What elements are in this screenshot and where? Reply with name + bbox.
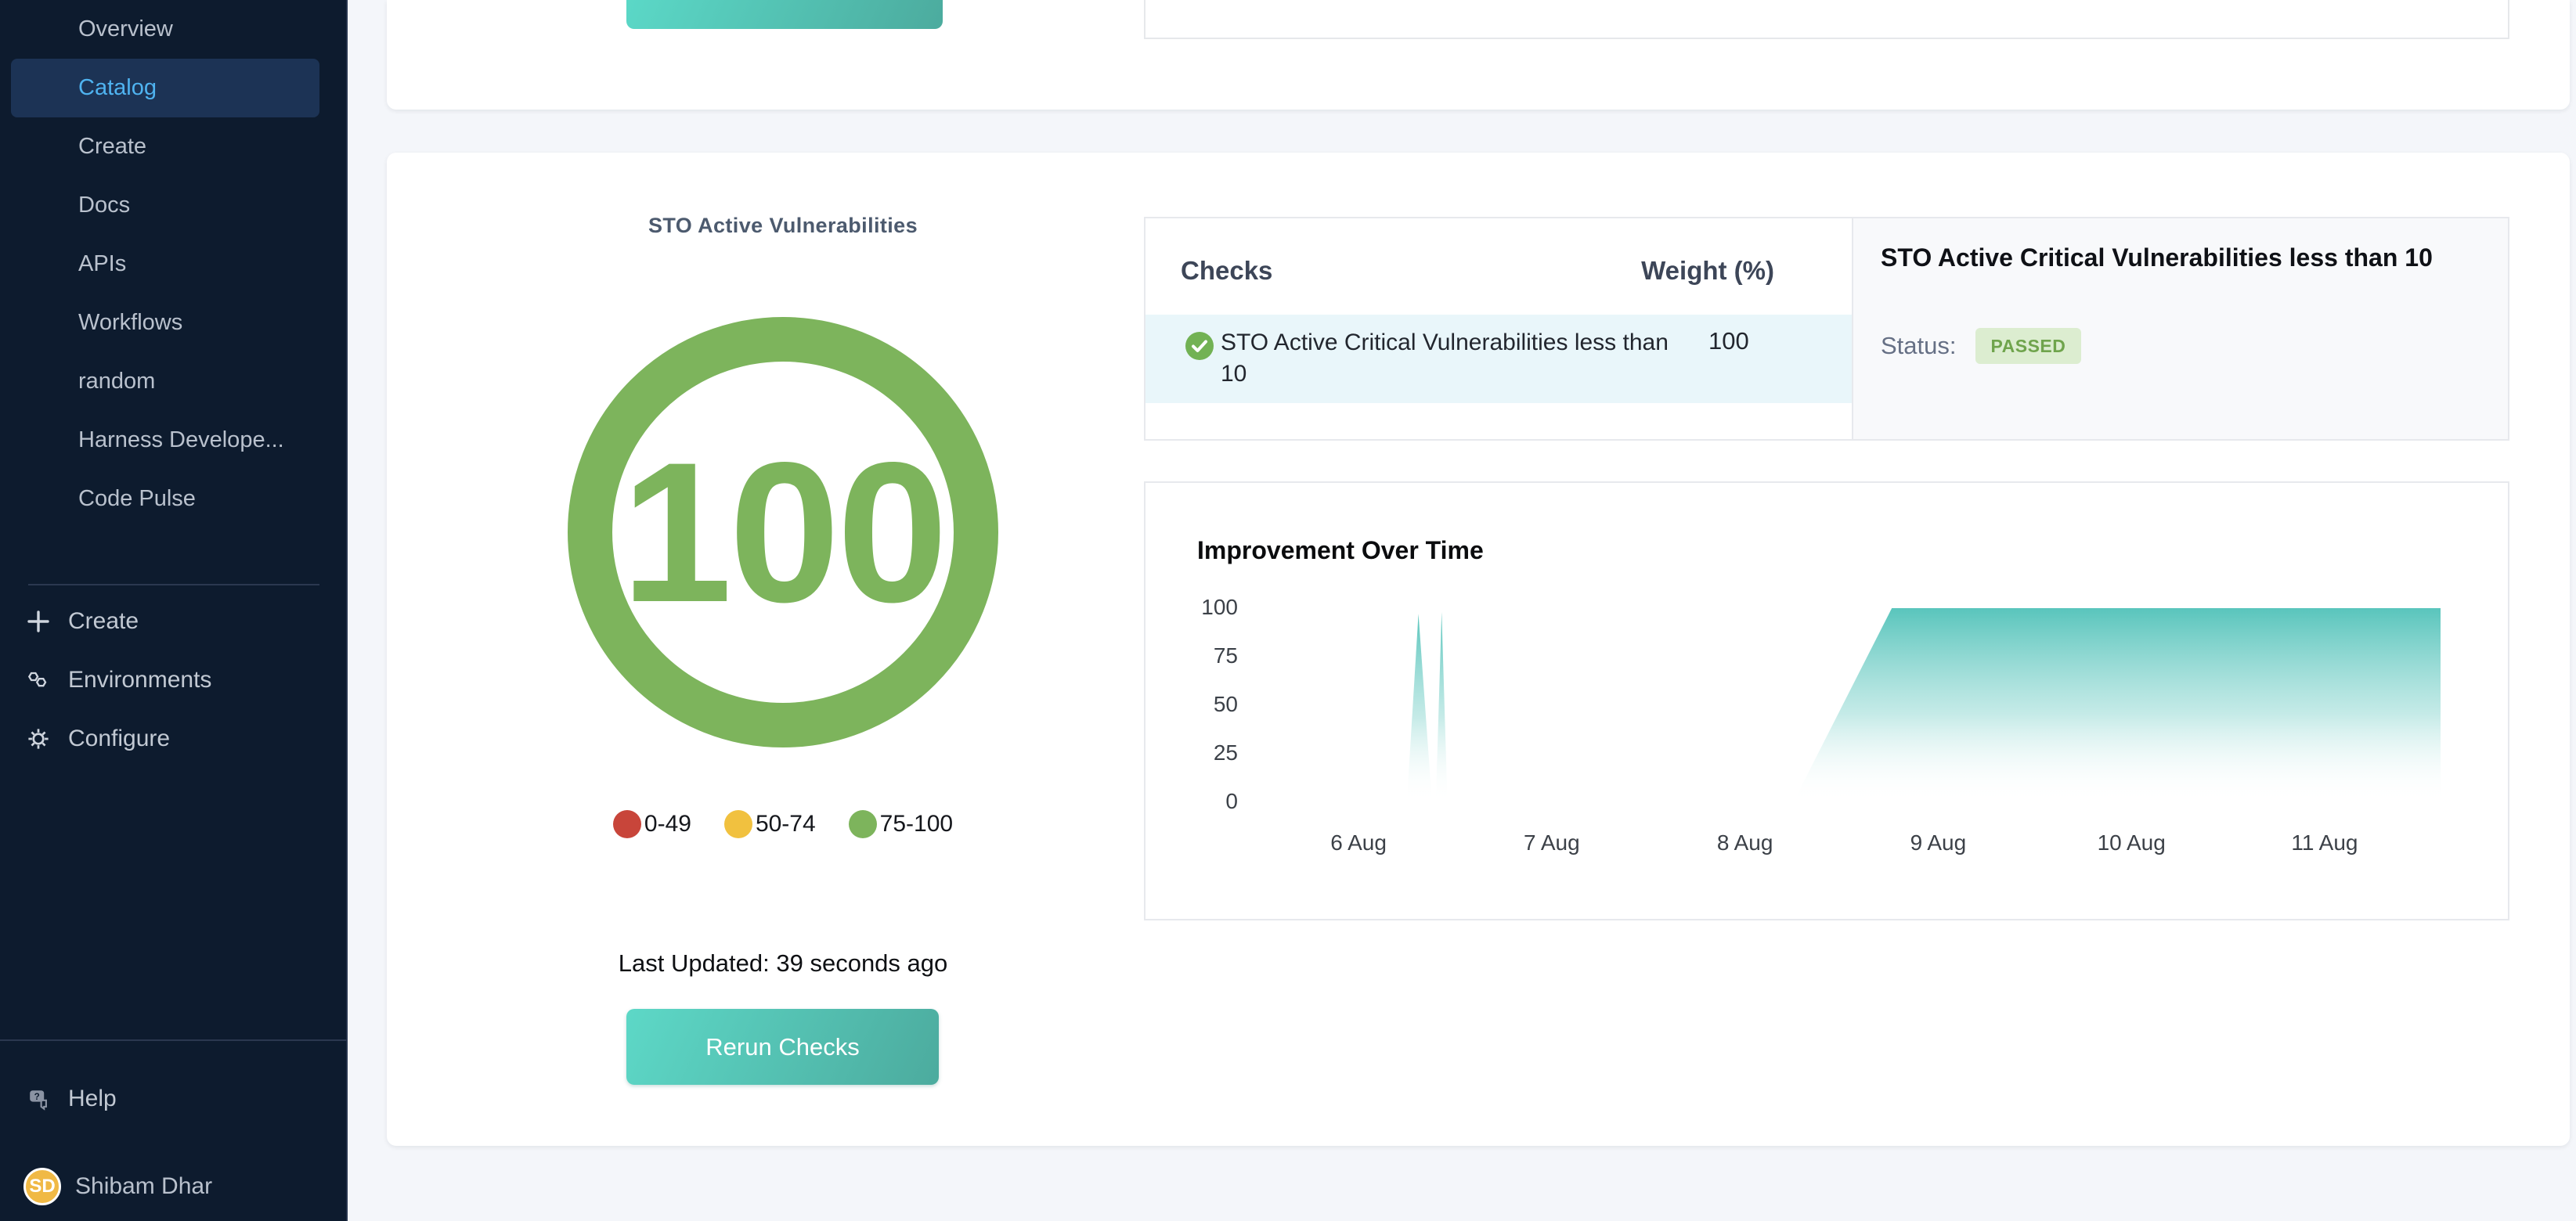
legend-label: 0-49 [644, 811, 691, 837]
gauge-title: STO Active Vulnerabilities [648, 214, 918, 237]
x-tick-10-aug: 10 Aug [2097, 830, 2166, 855]
score-plateau [1793, 608, 2441, 802]
legend-dot [723, 810, 752, 838]
sidebar-item-docs[interactable]: Docs [78, 193, 131, 218]
sidebar-user-menu[interactable]: SD Shibam Dhar [0, 1157, 348, 1216]
sidebar-item-code-pulse[interactable]: Code Pulse [78, 486, 196, 511]
sidebar-configure-button[interactable]: Configure [0, 709, 348, 768]
hexagons-icon [23, 665, 53, 695]
x-tick-8-aug: 8 Aug [1716, 830, 1773, 855]
sidebar-environments-label: Environments [68, 666, 212, 693]
sidebar-nav: Overview Catalog Create Docs APIs Workflows ra… [0, 0, 346, 528]
x-tick-11-aug: 11 Aug [2291, 830, 2358, 855]
legend-item-75-100: 75-100 [848, 810, 954, 838]
sidebar-item-catalog[interactable]: Catalog [11, 59, 319, 117]
avatar-initials: SD [29, 1175, 56, 1197]
previous-rerun-checks-button[interactable] [626, 0, 943, 29]
sidebar-item-workflows[interactable]: Workflows [78, 310, 183, 335]
x-tick-9-aug: 9 Aug [1910, 830, 1967, 855]
plus-icon [23, 607, 53, 636]
sidebar-environments-button[interactable]: Environments [0, 650, 348, 709]
check-detail-title: STO Active Critical Vulnerabilities less… [1881, 243, 2433, 272]
improvement-chart-card: Improvement Over Time 100 75 50 25 0 6 Aug 7 … [1144, 481, 2509, 920]
y-tick-25: 25 [1213, 740, 1238, 765]
legend-dot [848, 810, 877, 838]
score-gauge: 100 [568, 317, 998, 747]
checks-column-header: Checks [1181, 256, 1273, 285]
y-tick-100: 100 [1201, 595, 1238, 619]
sidebar-configure-label: Configure [68, 725, 171, 751]
check-name: STO Active Critical Vulnerabilities less… [1221, 330, 1669, 387]
scorecard-card: STO Active Vulnerabilities 100 0-49 50-74… [387, 153, 2570, 1146]
score-spike-1 [1406, 614, 1432, 802]
sidebar-item-apis[interactable]: APIs [78, 251, 127, 276]
improvement-area-chart [1406, 608, 2441, 802]
sidebar-create-label: Create [68, 607, 139, 634]
sidebar: Overview Catalog Create Docs APIs Workflows ra… [0, 0, 348, 1221]
rerun-checks-button[interactable]: Rerun Checks [626, 1009, 939, 1085]
sidebar-help-label: Help [68, 1085, 117, 1111]
gear-icon [23, 724, 53, 754]
legend-item-50-74: 50-74 [723, 810, 816, 838]
sidebar-help-button[interactable]: ? Help [0, 1069, 348, 1128]
x-tick-6-aug: 6 Aug [1330, 830, 1387, 855]
sidebar-item-random[interactable]: random [78, 369, 156, 394]
y-tick-50: 50 [1213, 692, 1238, 716]
y-tick-75: 75 [1213, 643, 1238, 668]
sidebar-divider [28, 584, 319, 585]
sidebar-item-create[interactable]: Create [78, 134, 147, 159]
score-spike-2 [1435, 612, 1448, 802]
avatar: SD [23, 1167, 61, 1205]
sidebar-bottom-divider [0, 1039, 348, 1041]
help-chat-icon: ? [23, 1084, 53, 1114]
legend-label: 75-100 [879, 811, 954, 837]
legend-item-0-49: 0-49 [612, 810, 691, 838]
check-passed-icon [1185, 332, 1214, 360]
status-label: Status: [1881, 332, 1957, 359]
legend-label: 50-74 [755, 811, 816, 837]
check-row[interactable]: STO Active Critical Vulnerabilities less… [1145, 315, 1852, 403]
status-badge: PASSED [1975, 328, 2082, 364]
weight-column-header: Weight (%) [1641, 256, 1774, 285]
chart-title: Improvement Over Time [1197, 536, 1484, 564]
status-row: Status: PASSED [1881, 328, 2082, 364]
previous-scorecard-card [387, 0, 2570, 110]
rerun-checks-label: Rerun Checks [705, 1032, 860, 1061]
user-name: Shibam Dhar [75, 1172, 213, 1199]
score-value: 100 [621, 420, 947, 644]
score-legend: 0-49 50-74 75-100 [509, 810, 1057, 838]
legend-dot [612, 810, 641, 838]
sidebar-item-overview[interactable]: Overview [78, 16, 173, 41]
check-detail-panel: STO Active Critical Vulnerabilities less… [1852, 217, 2509, 441]
checks-panel: Checks Weight (%) STO Active Critical Vu… [1144, 217, 1852, 441]
previous-checks-panel [1144, 0, 2509, 39]
check-weight: 100 [1708, 327, 1749, 355]
sidebar-item-harness-develope-[interactable]: Harness Develope... [78, 427, 284, 452]
last-updated-text: Last Updated: 39 seconds ago [618, 949, 948, 977]
y-tick-0: 0 [1225, 789, 1238, 813]
x-tick-7-aug: 7 Aug [1524, 830, 1580, 855]
sidebar-actions: Create Environments Configure [0, 592, 348, 768]
sidebar-create-button[interactable]: Create [0, 592, 348, 650]
svg-text:?: ? [34, 1091, 40, 1101]
